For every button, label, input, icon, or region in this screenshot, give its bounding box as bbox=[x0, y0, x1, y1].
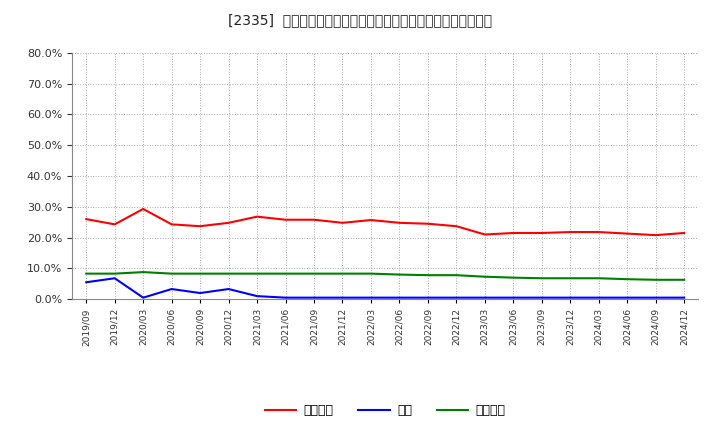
在庫 bbox=[310, 295, 318, 301]
売上債権 bbox=[366, 217, 375, 223]
売上債権 bbox=[680, 231, 688, 236]
売上債権 bbox=[139, 206, 148, 212]
買入債務 bbox=[139, 269, 148, 275]
在庫 bbox=[82, 280, 91, 285]
在庫 bbox=[480, 295, 489, 301]
Line: 売上債権: 売上債権 bbox=[86, 209, 684, 235]
売上債権 bbox=[167, 222, 176, 227]
売上債権 bbox=[253, 214, 261, 219]
売上債権 bbox=[310, 217, 318, 222]
在庫 bbox=[395, 295, 404, 301]
売上債権 bbox=[566, 229, 575, 235]
買入債務 bbox=[167, 271, 176, 276]
買入債務 bbox=[566, 275, 575, 281]
買入債務 bbox=[537, 275, 546, 281]
買入債務 bbox=[652, 277, 660, 282]
買入債務 bbox=[253, 271, 261, 276]
在庫 bbox=[423, 295, 432, 301]
買入債務 bbox=[452, 272, 461, 278]
売上債権 bbox=[509, 231, 518, 236]
買入債務 bbox=[338, 271, 347, 276]
買入債務 bbox=[423, 272, 432, 278]
在庫 bbox=[566, 295, 575, 301]
在庫 bbox=[595, 295, 603, 301]
売上債権 bbox=[395, 220, 404, 225]
在庫 bbox=[537, 295, 546, 301]
買入債務 bbox=[480, 274, 489, 279]
在庫 bbox=[338, 295, 347, 301]
売上債権 bbox=[423, 221, 432, 227]
売上債権 bbox=[282, 217, 290, 222]
在庫 bbox=[196, 290, 204, 296]
買入債務 bbox=[595, 275, 603, 281]
買入債務 bbox=[82, 271, 91, 276]
買入債務 bbox=[110, 271, 119, 276]
買入債務 bbox=[310, 271, 318, 276]
在庫 bbox=[680, 295, 688, 301]
買入債務 bbox=[225, 271, 233, 276]
買入債務 bbox=[366, 271, 375, 276]
在庫 bbox=[652, 295, 660, 301]
買入債務 bbox=[509, 275, 518, 280]
在庫 bbox=[253, 293, 261, 299]
売上債権 bbox=[652, 232, 660, 238]
在庫 bbox=[225, 286, 233, 292]
買入債務 bbox=[680, 277, 688, 282]
買入債務 bbox=[623, 277, 631, 282]
売上債権 bbox=[225, 220, 233, 225]
売上債権 bbox=[110, 222, 119, 227]
在庫 bbox=[167, 286, 176, 292]
買入債務 bbox=[282, 271, 290, 276]
売上債権 bbox=[82, 216, 91, 222]
売上債権 bbox=[338, 220, 347, 225]
買入債務 bbox=[395, 272, 404, 277]
Line: 買入債務: 買入債務 bbox=[86, 272, 684, 280]
Text: [2335]  売上債権、在庫、買入債務の総資産に対する比率の推移: [2335] 売上債権、在庫、買入債務の総資産に対する比率の推移 bbox=[228, 13, 492, 27]
売上債権 bbox=[480, 232, 489, 237]
在庫 bbox=[366, 295, 375, 301]
在庫 bbox=[282, 295, 290, 301]
Line: 在庫: 在庫 bbox=[86, 278, 684, 298]
買入債務 bbox=[196, 271, 204, 276]
在庫 bbox=[452, 295, 461, 301]
売上債権 bbox=[595, 229, 603, 235]
売上債権 bbox=[196, 224, 204, 229]
在庫 bbox=[623, 295, 631, 301]
在庫 bbox=[110, 275, 119, 281]
Legend: 売上債権, 在庫, 買入債務: 売上債権, 在庫, 買入債務 bbox=[260, 399, 510, 422]
売上債権 bbox=[452, 224, 461, 229]
在庫 bbox=[509, 295, 518, 301]
売上債権 bbox=[537, 231, 546, 236]
在庫 bbox=[139, 295, 148, 301]
売上債権 bbox=[623, 231, 631, 236]
